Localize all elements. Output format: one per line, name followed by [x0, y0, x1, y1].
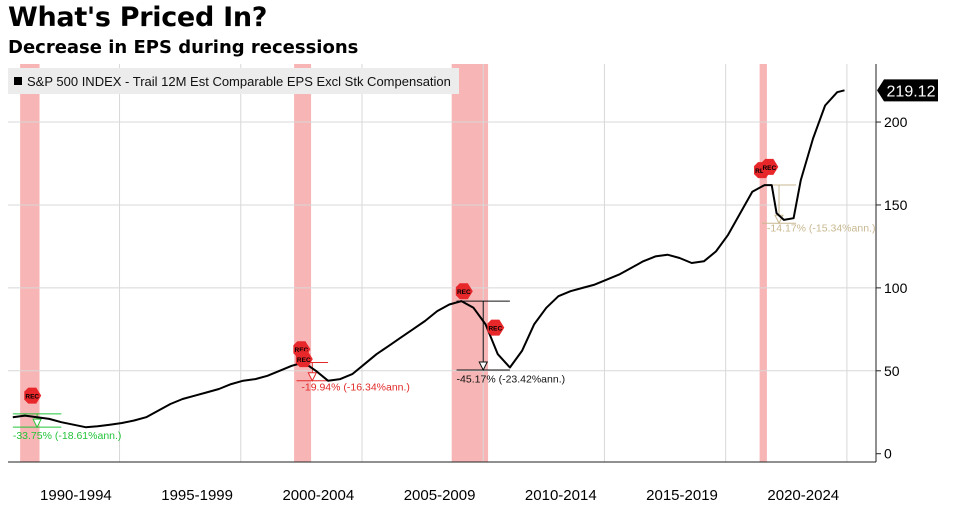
legend-swatch — [14, 77, 22, 85]
y-tick-label: 100 — [884, 280, 908, 296]
rec-marker-label: REC — [457, 289, 471, 296]
y-tick-label: 50 — [884, 363, 900, 379]
chart-title: What's Priced In? — [8, 2, 268, 33]
recession-band — [759, 64, 767, 462]
rec-marker-label: REC — [762, 165, 776, 172]
drop-arrow-head — [32, 418, 42, 429]
rec-marker-shape — [455, 283, 473, 300]
drop-label: -19.94% (-16.34%ann.) — [301, 382, 410, 394]
rec-marker-label: REC — [25, 394, 39, 401]
recession-band — [451, 64, 489, 462]
x-axis: 1990-1994 1995-1999 2000-2004 2005-2009 2010… — [8, 461, 876, 504]
eps-series-line — [12, 89, 845, 429]
y-axis: 0 50 100 150 200 — [875, 64, 908, 462]
drop-label: -33.75% (-18.61%ann.) — [13, 430, 122, 442]
recession-band — [294, 64, 312, 462]
rec-marker-label: REC — [488, 326, 502, 333]
y-tick-label: 200 — [884, 114, 908, 130]
x-tick-label: 2000-2004 — [282, 487, 354, 504]
recession-bands — [20, 64, 767, 462]
last-value-box — [877, 79, 938, 102]
x-tick-label: 2015-2019 — [646, 487, 718, 504]
drop-annotations: -33.75% (-18.61%ann.) -19.94% (-16.34%ann… — [12, 184, 876, 442]
rec-marker-shape — [487, 319, 505, 336]
rec-marker-label: REC — [297, 357, 311, 364]
grid-lines — [8, 64, 876, 462]
rec-marker-label: REC — [295, 347, 309, 354]
x-tick-label: 2020-2024 — [767, 487, 839, 504]
y-tick-label: 150 — [884, 197, 908, 213]
last-value-tag: 219.12 — [877, 79, 938, 102]
x-tick-label: 1990-1994 — [40, 487, 112, 504]
legend: S&P 500 INDEX - Trail 12M Est Comparable… — [8, 68, 459, 94]
drop-label: -45.17% (-23.42%ann.) — [457, 373, 566, 385]
x-tick-label: 2010-2014 — [525, 487, 597, 504]
last-value-label: 219.12 — [887, 83, 936, 100]
y-tick-label: 0 — [884, 446, 892, 462]
chart-subtitle: Decrease in EPS during recessions — [8, 37, 359, 58]
rec-marker-shape — [24, 387, 42, 404]
drop-arrow-head — [307, 372, 318, 382]
x-tick-label: 2005-2009 — [404, 487, 476, 504]
drop-arrow-head — [478, 361, 489, 372]
rec-marker-shape — [295, 351, 313, 368]
rec-marker-shape — [761, 158, 779, 175]
legend-label: S&P 500 INDEX - Trail 12M Est Comparable… — [27, 73, 451, 89]
recession-band — [20, 64, 40, 462]
drop-label: -14.17% (-15.34%ann.) — [767, 222, 876, 234]
x-tick-label: 1995-1999 — [161, 487, 233, 504]
